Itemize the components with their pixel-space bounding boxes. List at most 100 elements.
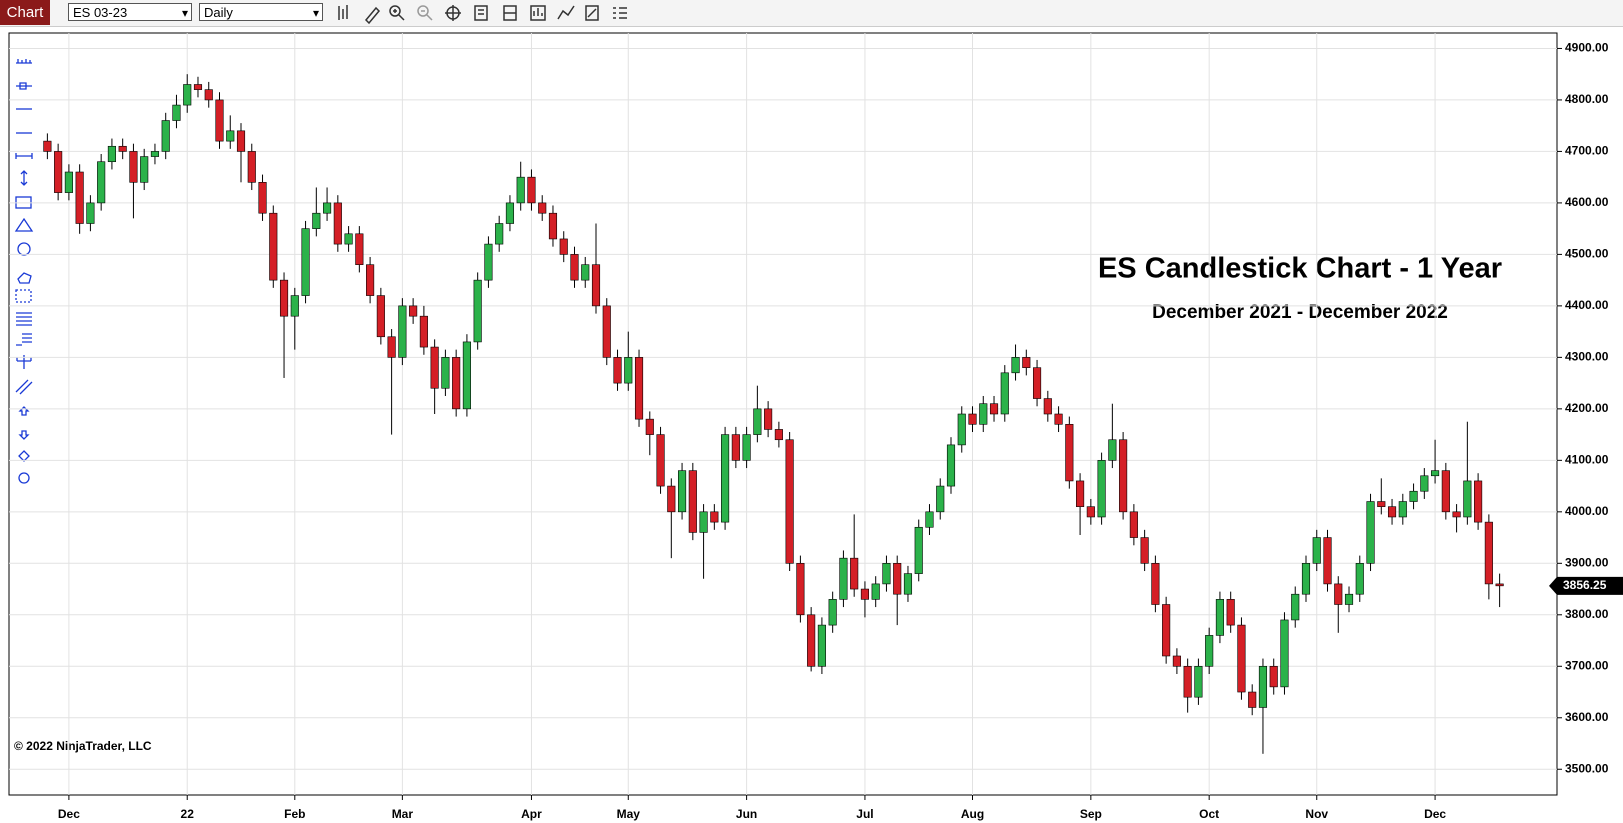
candle-body: [1495, 583, 1504, 587]
candle-body: [817, 624, 826, 667]
ellipse-tool[interactable]: [17, 242, 31, 256]
candle-body: [1000, 372, 1009, 415]
arrow-down-tool[interactable]: [18, 430, 30, 440]
candle-body: [193, 84, 203, 90]
candle-body: [957, 413, 966, 446]
ruler-tool[interactable]: [16, 59, 32, 64]
candle-body: [968, 413, 977, 425]
region-tool[interactable]: [15, 289, 32, 303]
x-tick-label: Sep: [1080, 807, 1102, 821]
strategy-icon[interactable]: [557, 5, 575, 20]
candle-body: [1172, 655, 1181, 667]
candle-body: [1054, 413, 1063, 425]
toolbar: Chart ES 03-23 Daily: [0, 0, 1623, 27]
properties-icon[interactable]: [474, 5, 488, 21]
candle-body: [1387, 506, 1397, 518]
candle-body: [269, 212, 278, 281]
bars-icon[interactable]: [338, 5, 348, 20]
candle-body: [989, 403, 999, 415]
fib-ext-tool[interactable]: [16, 333, 32, 346]
y-tick-label: 4100.00: [1565, 453, 1609, 467]
candle-body: [1409, 490, 1418, 502]
x-tick-label: Oct: [1199, 807, 1219, 821]
x-tick-label: Nov: [1305, 807, 1328, 821]
chart-tab[interactable]: Chart: [0, 0, 50, 25]
candle-body: [376, 295, 385, 338]
analyzer-icon[interactable]: [585, 5, 599, 21]
polygon-tool[interactable]: [17, 272, 32, 284]
candle-body: [1312, 537, 1321, 564]
candle-body: [936, 485, 945, 513]
y-tick-label: 4500.00: [1565, 247, 1609, 261]
templates-icon[interactable]: [530, 5, 546, 21]
x-tick-label: May: [617, 807, 641, 821]
candle-body: [559, 238, 568, 255]
candle-body: [860, 588, 870, 600]
candle-body: [1441, 470, 1450, 513]
crosshair-icon[interactable]: [445, 5, 461, 21]
extended-line-tool[interactable]: [15, 153, 33, 159]
candle-body: [1140, 537, 1149, 564]
candle-body: [333, 202, 342, 245]
candle-body: [183, 84, 192, 106]
candle-body: [43, 140, 52, 152]
candle-body: [1119, 439, 1128, 513]
interval-select[interactable]: Daily: [199, 3, 323, 22]
candle-body: [602, 305, 611, 358]
candle-body: [903, 573, 913, 595]
channel-tool[interactable]: [15, 379, 33, 395]
candle-body: [548, 212, 558, 240]
candle-body: [634, 357, 644, 420]
candle-body: [742, 434, 751, 461]
y-tick-label: 4600.00: [1565, 195, 1609, 209]
y-tick-label: 3600.00: [1565, 710, 1609, 724]
candle-body: [1280, 619, 1289, 688]
candle-body: [247, 151, 256, 183]
dot-tool[interactable]: [18, 472, 30, 484]
zoom-out-icon[interactable]: [417, 5, 433, 21]
candle-body: [1065, 423, 1074, 482]
panels-icon[interactable]: [503, 5, 517, 21]
candle-body: [699, 511, 708, 533]
vertical-line-tool[interactable]: [20, 170, 28, 186]
candle-body: [1205, 635, 1214, 667]
candle-body: [54, 151, 63, 193]
risk-tool[interactable]: [16, 82, 32, 90]
candle-body: [452, 357, 461, 410]
arrow-up-tool[interactable]: [18, 406, 30, 416]
candle-body: [925, 511, 934, 528]
draw-icon[interactable]: [364, 6, 381, 25]
candle-body: [613, 357, 622, 384]
candle-body: [118, 145, 127, 152]
candle-body: [236, 130, 246, 152]
candle-body: [774, 429, 783, 441]
diamond-tool[interactable]: [18, 450, 30, 462]
fib-tool[interactable]: [16, 312, 32, 326]
instrument-select[interactable]: ES 03-23: [68, 3, 192, 22]
candle-body: [677, 470, 687, 513]
grid: [9, 33, 1557, 795]
y-tick-label: 3800.00: [1565, 607, 1609, 621]
x-tick-label: Feb: [284, 807, 305, 821]
x-tick-label: Dec: [1424, 807, 1446, 821]
candle-body: [366, 264, 375, 296]
candle-body: [1269, 665, 1278, 688]
candle-body: [1086, 506, 1095, 518]
pitchfork-tool[interactable]: [16, 355, 32, 369]
candle-body: [570, 254, 579, 281]
candle-body: [1366, 501, 1375, 564]
triangle-tool[interactable]: [14, 217, 34, 232]
chart-title: ES Candlestick Chart - 1 Year: [1098, 253, 1502, 285]
plot-frame: [8, 32, 1558, 796]
candle-body: [1355, 563, 1364, 595]
candle-body: [914, 526, 923, 574]
candle-body: [1452, 511, 1461, 518]
candle-body: [1215, 599, 1224, 636]
candle-body: [656, 434, 665, 487]
zoom-in-icon[interactable]: [389, 5, 405, 21]
candle-body: [1162, 604, 1171, 657]
candle-body: [785, 439, 794, 564]
list-icon[interactable]: [613, 7, 627, 19]
candle-body: [1301, 563, 1311, 595]
candle-body: [344, 233, 353, 245]
